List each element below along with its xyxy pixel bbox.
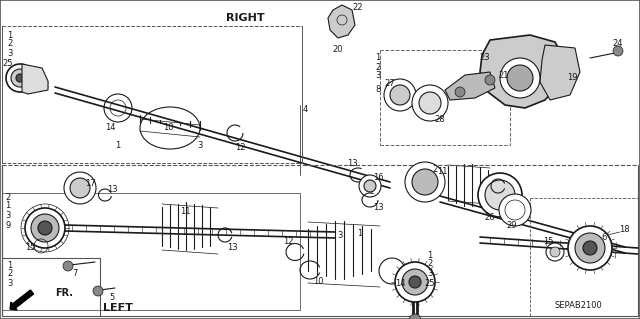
Text: 12: 12 [283, 238, 293, 247]
Text: 3: 3 [7, 278, 13, 287]
Text: 25: 25 [3, 60, 13, 69]
Text: 27: 27 [385, 78, 396, 87]
Text: 16: 16 [372, 174, 383, 182]
Text: 8: 8 [375, 85, 381, 94]
Text: 3: 3 [337, 231, 342, 240]
Text: 7: 7 [72, 270, 77, 278]
Circle shape [412, 169, 438, 195]
Text: 24: 24 [612, 39, 623, 48]
Text: 1: 1 [8, 261, 13, 270]
Text: 1: 1 [8, 31, 13, 40]
Text: 2: 2 [5, 192, 11, 202]
Text: FR.: FR. [55, 288, 73, 298]
Text: 5: 5 [109, 293, 115, 302]
Text: 13: 13 [107, 186, 117, 195]
Text: 14: 14 [395, 278, 405, 287]
Circle shape [507, 65, 533, 91]
Polygon shape [540, 45, 580, 100]
Text: 2: 2 [433, 166, 438, 174]
Text: 14: 14 [105, 123, 115, 132]
Text: 1: 1 [5, 202, 11, 211]
Circle shape [359, 175, 381, 197]
Text: 10: 10 [313, 278, 323, 286]
Circle shape [550, 247, 560, 257]
Circle shape [485, 180, 515, 210]
Circle shape [455, 87, 465, 97]
Circle shape [575, 233, 605, 263]
Text: 4: 4 [302, 106, 308, 115]
Circle shape [63, 261, 73, 271]
Circle shape [25, 208, 65, 248]
Text: 1: 1 [376, 54, 381, 63]
Text: 1: 1 [115, 140, 120, 150]
Circle shape [409, 276, 421, 288]
Circle shape [583, 241, 597, 255]
Text: 3: 3 [5, 211, 11, 219]
Text: 1: 1 [428, 250, 433, 259]
Circle shape [405, 162, 445, 202]
Text: 2: 2 [376, 63, 381, 71]
Text: 13: 13 [227, 242, 237, 251]
Circle shape [16, 74, 24, 82]
Circle shape [384, 79, 416, 111]
Text: 18: 18 [619, 226, 629, 234]
FancyArrow shape [10, 290, 33, 310]
Circle shape [390, 85, 410, 105]
Text: 11: 11 [436, 167, 447, 176]
Text: 3: 3 [375, 71, 381, 80]
Text: 13: 13 [372, 204, 383, 212]
Circle shape [395, 262, 435, 302]
Text: RIGHT: RIGHT [226, 13, 264, 23]
Text: 17: 17 [84, 179, 95, 188]
Circle shape [613, 46, 623, 56]
Text: 22: 22 [353, 4, 364, 12]
Circle shape [485, 75, 495, 85]
Text: 21: 21 [499, 70, 509, 79]
Circle shape [568, 226, 612, 270]
Circle shape [31, 214, 59, 242]
Text: 10: 10 [163, 123, 173, 132]
Circle shape [500, 58, 540, 98]
Text: 19: 19 [567, 73, 577, 83]
Polygon shape [480, 35, 565, 108]
Polygon shape [22, 64, 48, 94]
Circle shape [364, 180, 376, 192]
Text: 15: 15 [25, 243, 35, 253]
Text: 26: 26 [484, 213, 495, 222]
Circle shape [70, 178, 90, 198]
Text: 12: 12 [235, 143, 245, 152]
Text: 9: 9 [5, 221, 11, 231]
Text: 11: 11 [180, 206, 190, 216]
Circle shape [402, 269, 428, 295]
Text: 13: 13 [347, 159, 357, 167]
Text: 2: 2 [428, 259, 433, 269]
Text: LEFT: LEFT [103, 303, 133, 313]
Text: 2: 2 [8, 270, 13, 278]
Circle shape [499, 194, 531, 226]
Text: 23: 23 [480, 54, 490, 63]
Circle shape [11, 69, 29, 87]
Text: 15: 15 [543, 236, 553, 246]
Circle shape [6, 64, 34, 92]
Text: 3: 3 [7, 48, 13, 57]
Text: 6: 6 [602, 234, 607, 242]
Text: 3: 3 [428, 269, 433, 278]
Circle shape [93, 286, 103, 296]
Text: 2: 2 [8, 40, 13, 48]
Circle shape [419, 92, 441, 114]
Circle shape [409, 314, 421, 319]
Circle shape [478, 173, 522, 217]
Text: 1: 1 [357, 228, 363, 238]
Polygon shape [445, 72, 495, 100]
Circle shape [412, 85, 448, 121]
Text: SEPAB2100: SEPAB2100 [554, 300, 602, 309]
Polygon shape [328, 5, 355, 38]
Text: 3: 3 [197, 140, 203, 150]
Text: 25: 25 [425, 279, 435, 288]
Text: 28: 28 [435, 115, 445, 124]
Circle shape [38, 221, 52, 235]
Circle shape [64, 172, 96, 204]
Text: 20: 20 [333, 46, 343, 55]
Text: 29: 29 [507, 220, 517, 229]
